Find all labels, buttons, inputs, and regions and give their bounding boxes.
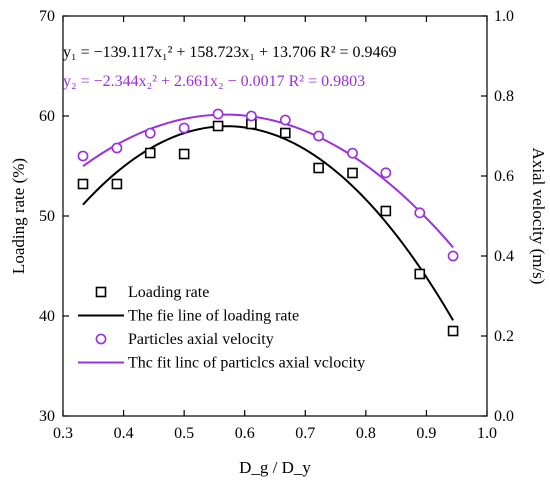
axial-velocity-point bbox=[313, 130, 325, 142]
x-tick-label: 0.9 bbox=[416, 425, 436, 442]
y-right-tick-label: 0.6 bbox=[494, 168, 514, 185]
tick-group: 0.3 0.4 0.5 0.6 0.7 0.8 0.9 1.0 30 40 50 60 70 0.0 0.2… bbox=[39, 8, 514, 442]
y-left-tick-label: 30 bbox=[39, 408, 55, 425]
legend-square-marker bbox=[95, 286, 107, 298]
y-axis-right-label: Axial velocity (m/s) bbox=[529, 148, 548, 285]
equation-2: y₂ = −2.344x₂² + 2.661x₂ − 0.0017 R² = 0… bbox=[63, 73, 365, 90]
loading-rate-point bbox=[347, 167, 358, 179]
x-tick-label: 0.8 bbox=[356, 425, 376, 442]
y-left-tick-label: 70 bbox=[39, 8, 55, 25]
loading-rate-point bbox=[414, 268, 426, 280]
axial-velocity-point bbox=[380, 167, 392, 179]
y-left-tick-label: 40 bbox=[39, 308, 55, 325]
axial-velocity-point bbox=[279, 114, 291, 126]
x-tick-label: 0.6 bbox=[235, 425, 255, 442]
axial-velocity-point bbox=[414, 207, 426, 219]
axial-velocity-point bbox=[111, 142, 123, 154]
y-right-tick-label: 0.8 bbox=[494, 88, 514, 105]
legend-label-2: Particles axial velocity bbox=[128, 331, 274, 348]
loading-rate-point bbox=[212, 120, 224, 132]
axial-velocity-point bbox=[77, 150, 89, 162]
loading-rate-point bbox=[77, 178, 89, 190]
y-right-tick-label: 0.2 bbox=[494, 328, 514, 345]
y-left-tick-label: 50 bbox=[39, 208, 55, 225]
axial-velocity-point bbox=[447, 250, 459, 262]
x-axis-label: D_g / D_y bbox=[239, 458, 311, 477]
loading-rate-point bbox=[111, 178, 123, 190]
x-tick-label: 0.5 bbox=[174, 425, 194, 442]
axial-velocity-point bbox=[144, 127, 156, 139]
legend-label-0: Loading rate bbox=[128, 284, 209, 301]
axial-velocity-point bbox=[178, 122, 190, 134]
x-tick-label: 1.0 bbox=[477, 425, 497, 442]
loading-rate-point bbox=[447, 325, 459, 337]
axial-velocity-point bbox=[245, 110, 257, 122]
loading-rate-point bbox=[178, 148, 190, 160]
legend-label-1: The fie line of loading rate bbox=[128, 308, 299, 325]
x-tick-label: 0.7 bbox=[295, 425, 315, 442]
loading-rate-point bbox=[279, 127, 291, 139]
y-right-tick-label: 0.0 bbox=[494, 408, 514, 425]
loading-rate-point bbox=[144, 147, 156, 159]
y-right-tick-label: 1.0 bbox=[494, 8, 514, 25]
y-left-tick-label: 60 bbox=[39, 108, 55, 125]
x-tick-label: 0.3 bbox=[53, 425, 73, 442]
x-tick-label: 0.4 bbox=[114, 425, 134, 442]
fit-line-3 bbox=[82, 113, 454, 249]
equation-1: y₁ = −139.117x₁² + 158.723x₁ + 13.706 R²… bbox=[63, 44, 397, 61]
fit-line-1 bbox=[82, 125, 454, 321]
loading-rate-point bbox=[313, 162, 324, 174]
loading-rate-point bbox=[380, 205, 392, 217]
fit-lines bbox=[82, 113, 454, 321]
data-points bbox=[77, 108, 459, 337]
legend: Loading rate The fie line of loading rate… bbox=[78, 284, 365, 372]
axial-velocity-point bbox=[212, 108, 224, 120]
legend-label-3: Thc fit linc of particlcs axial vclocity bbox=[128, 355, 365, 372]
y-axis-left-label: Loading rate (%) bbox=[9, 158, 28, 274]
y-right-tick-label: 0.4 bbox=[494, 248, 514, 265]
legend-circle-marker bbox=[95, 333, 107, 345]
axial-velocity-point bbox=[347, 147, 358, 159]
